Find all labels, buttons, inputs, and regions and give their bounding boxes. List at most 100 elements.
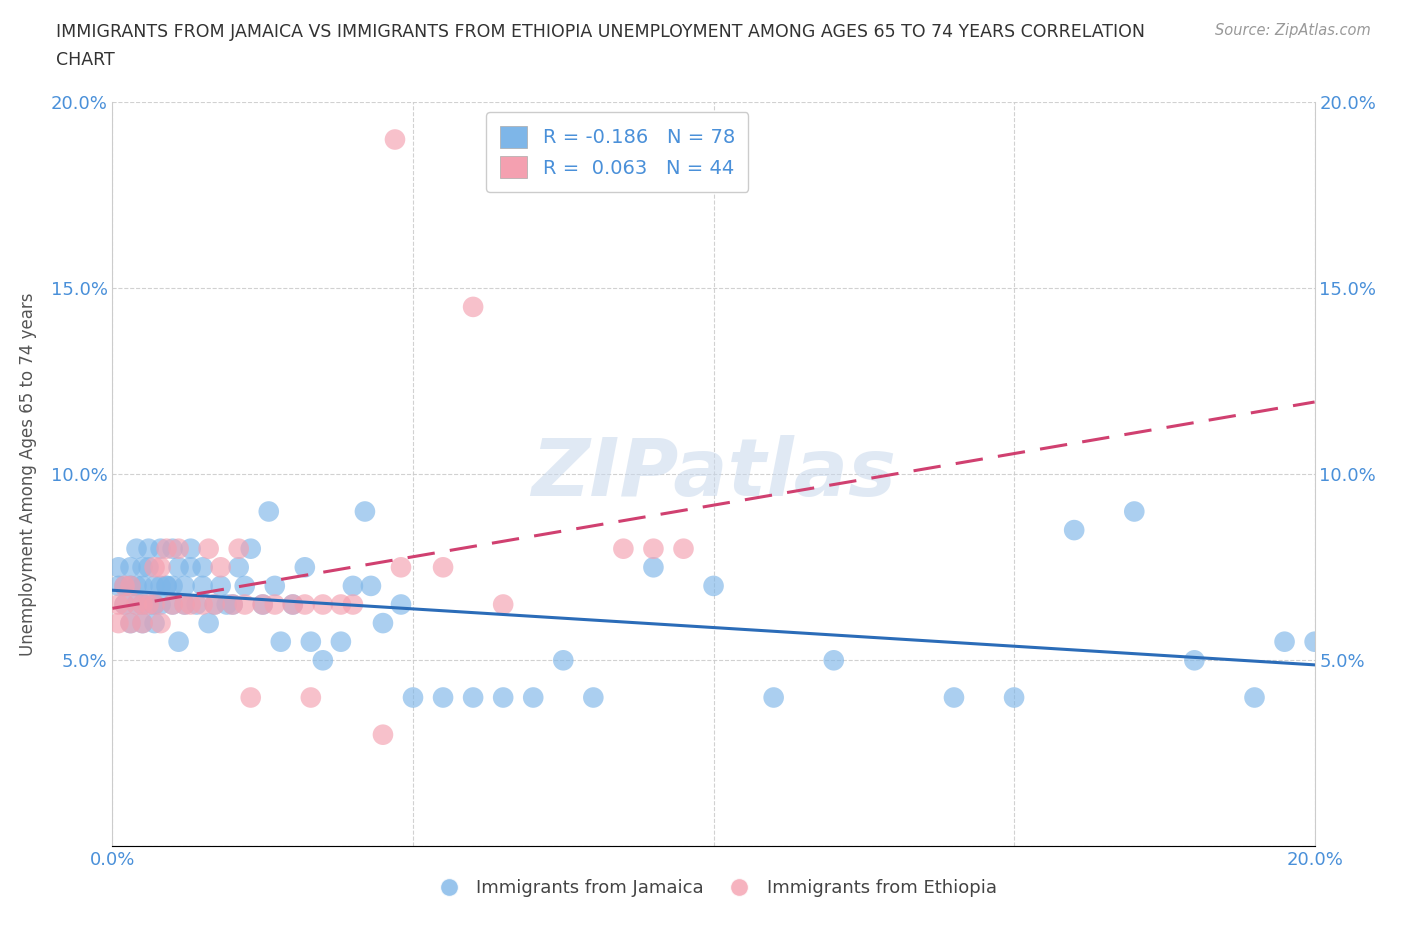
Point [263,578,285,593]
Point [432,560,454,575]
Point [384,132,406,147]
Point [149,560,172,575]
Point [233,578,256,593]
Point [402,690,425,705]
Point [143,616,166,631]
Point [167,560,190,575]
Point [155,541,177,556]
Point [107,616,129,631]
Point [149,541,172,556]
Point [312,597,335,612]
Text: ZIPatlas: ZIPatlas [531,435,896,513]
Point [197,541,219,556]
Point [360,578,382,593]
Point [107,578,129,593]
Point [371,616,394,631]
Point [215,597,238,612]
Point [149,616,172,631]
Point [143,560,166,575]
Point [1274,634,1296,649]
Point [702,578,725,593]
Point [1123,504,1146,519]
Point [125,541,148,556]
Point [138,597,160,612]
Point [180,597,202,612]
Point [180,541,202,556]
Point [186,597,208,612]
Point [149,578,172,593]
Point [432,690,454,705]
Legend: Immigrants from Jamaica, Immigrants from Ethiopia: Immigrants from Jamaica, Immigrants from… [423,871,1004,904]
Point [643,560,665,575]
Point [1002,690,1025,705]
Point [107,597,129,612]
Y-axis label: Unemployment Among Ages 65 to 74 years: Unemployment Among Ages 65 to 74 years [18,293,37,656]
Text: IMMIGRANTS FROM JAMAICA VS IMMIGRANTS FROM ETHIOPIA UNEMPLOYMENT AMONG AGES 65 T: IMMIGRANTS FROM JAMAICA VS IMMIGRANTS FR… [56,23,1146,41]
Point [191,560,214,575]
Point [672,541,695,556]
Point [143,597,166,612]
Point [942,690,965,705]
Point [107,560,129,575]
Point [131,616,153,631]
Point [239,541,262,556]
Point [389,597,412,612]
Point [342,578,364,593]
Point [1243,690,1265,705]
Point [461,690,484,705]
Point [461,299,484,314]
Point [281,597,304,612]
Point [131,597,153,612]
Point [299,634,322,649]
Point [155,578,177,593]
Point [354,504,377,519]
Point [222,597,245,612]
Point [173,578,195,593]
Point [1184,653,1206,668]
Point [281,597,304,612]
Point [131,616,153,631]
Point [312,653,335,668]
Point [257,504,280,519]
Point [162,597,184,612]
Point [114,578,136,593]
Point [263,597,285,612]
Point [120,616,142,631]
Point [222,597,245,612]
Point [299,690,322,705]
Point [239,690,262,705]
Point [204,597,226,612]
Point [114,597,136,612]
Point [125,578,148,593]
Point [180,560,202,575]
Point [643,541,665,556]
Point [173,597,195,612]
Point [125,597,148,612]
Point [138,597,160,612]
Point [125,597,148,612]
Point [162,597,184,612]
Point [167,634,190,649]
Point [143,597,166,612]
Point [114,578,136,593]
Point [114,597,136,612]
Point [120,578,142,593]
Point [191,578,214,593]
Point [329,597,352,612]
Point [582,690,605,705]
Point [209,578,232,593]
Point [228,560,250,575]
Point [120,578,142,593]
Point [131,597,153,612]
Point [149,597,172,612]
Text: Source: ZipAtlas.com: Source: ZipAtlas.com [1215,23,1371,38]
Point [143,578,166,593]
Point [162,578,184,593]
Point [389,560,412,575]
Point [191,597,214,612]
Point [762,690,785,705]
Point [492,690,515,705]
Point [294,560,316,575]
Point [612,541,634,556]
Point [155,578,177,593]
